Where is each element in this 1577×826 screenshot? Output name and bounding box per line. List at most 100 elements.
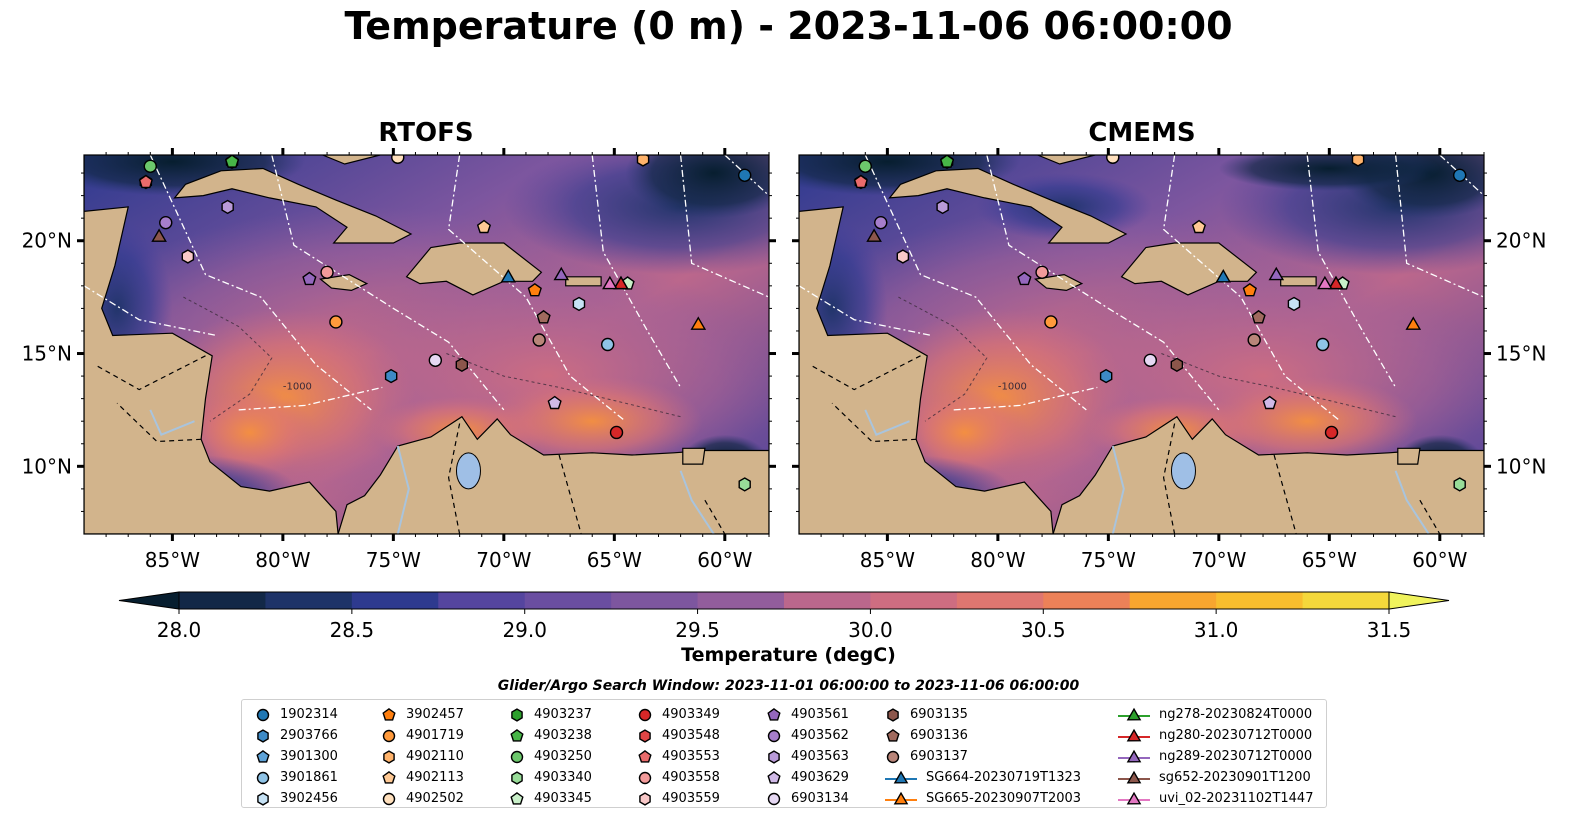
legend-item: 6903136 <box>884 725 1081 746</box>
legend-label: 4902113 <box>406 770 464 785</box>
platform-marker <box>1215 268 1232 283</box>
platform-marker <box>428 353 443 367</box>
country-border <box>1273 454 1297 534</box>
legend-symbol <box>768 749 780 764</box>
legend-title: Glider/Argo Search Window: 2023-11-01 06… <box>497 678 1080 694</box>
legend-item: 4903345 <box>508 788 592 809</box>
legend-label: 4903237 <box>534 707 592 722</box>
colorbar-tick-label: 31.5 <box>1367 618 1412 642</box>
eez-boundary <box>1162 155 1341 422</box>
legend-item: 4903340 <box>508 767 592 788</box>
lon-tick-label: 75°W <box>366 548 421 572</box>
colorbar-bin <box>1129 592 1217 609</box>
legend-marker <box>257 728 269 743</box>
legend-symbol <box>256 771 270 784</box>
legend-marker <box>511 770 523 785</box>
rtofs-map: -1000 85°W 80°W 75°W 70°W 65°W 60°W 20°N 15°N 10°… <box>22 148 776 572</box>
legend-label: ng280-20230712T0000 <box>1159 728 1313 743</box>
platform-marker <box>547 395 562 410</box>
temperature-anomaly <box>1196 376 1418 467</box>
platform-marker <box>536 309 551 324</box>
legend-symbol <box>638 771 652 784</box>
legend-item: uvi_02-20231102T1447 <box>1117 788 1313 809</box>
platform-marker <box>527 282 542 297</box>
legend-column: 4903561 4903562 4903563 4903629 6903134 <box>765 704 849 809</box>
legend-label: uvi_02-20231102T1447 <box>1159 791 1314 806</box>
legend-symbol <box>510 791 524 805</box>
river <box>864 409 910 436</box>
trinidad-land <box>1397 447 1421 465</box>
legend-marker <box>1118 728 1150 742</box>
legend-label: 6903134 <box>791 791 849 806</box>
legend-marker <box>256 749 270 763</box>
lon-tick-label: 75°W <box>1081 548 1136 572</box>
country-border <box>1162 423 1176 534</box>
legend-symbol <box>257 728 269 743</box>
platform-marker <box>858 159 872 173</box>
platform-marker <box>391 155 405 164</box>
legend-label: 4902110 <box>406 749 464 764</box>
bahamas-land <box>1037 155 1096 165</box>
country-border <box>831 402 917 443</box>
platform-marker <box>1099 368 1113 384</box>
legend-symbol <box>887 707 899 722</box>
legend-symbol <box>256 708 270 721</box>
legend-label: 4903553 <box>662 749 720 764</box>
cmems-map: -1000 85°W 80°W 75°W 70°W 65°W 60°W 20°N 15°N 10°… <box>792 148 1546 572</box>
legend-item: 4902110 <box>380 746 464 767</box>
legend-marker <box>256 771 270 784</box>
platform-marker <box>302 271 317 286</box>
legend-marker <box>767 792 781 805</box>
colorbar-tick-label: 31.0 <box>1194 618 1239 642</box>
legend-item: 4903629 <box>765 767 849 788</box>
legend-marker <box>885 770 917 784</box>
legend-item: 3902457 <box>380 704 464 725</box>
bathymetry-contour <box>1161 353 1396 418</box>
platform-marker <box>1170 357 1184 373</box>
lon-tick-label: 65°W <box>587 548 642 572</box>
platform-marker <box>1315 337 1330 352</box>
legend-column: 4903237 4903238 4903250 4903340 4903345 <box>508 704 592 809</box>
legend-label: 4903559 <box>662 791 720 806</box>
legend-label: 4902502 <box>406 791 464 806</box>
legend-item: ng278-20230824T0000 <box>1117 704 1313 725</box>
south-america-land <box>337 415 769 534</box>
legend-symbol <box>767 770 781 784</box>
legend-marker <box>1118 770 1150 784</box>
platform-marker <box>1242 282 1257 297</box>
country-border <box>704 499 726 534</box>
platform-marker <box>455 357 469 373</box>
legend-item: 4903548 <box>636 725 720 746</box>
colorbar-frame <box>178 591 1390 610</box>
bathymetry-contour <box>898 296 988 422</box>
legend-label: 6903136 <box>910 728 968 743</box>
panel-title-rtofs: RTOFS <box>378 118 474 148</box>
colorbar-tick-label: 29.0 <box>502 618 547 642</box>
lat-tick-label: 10°N <box>22 454 72 478</box>
legend-item: 4902502 <box>380 788 464 809</box>
colorbar-bin <box>265 592 353 609</box>
platform-marker <box>384 368 398 384</box>
legend-item: 6903134 <box>765 788 849 809</box>
bathymetry-contour <box>183 296 273 422</box>
legend-item: 4903558 <box>636 767 720 788</box>
temperature-anomaly <box>481 376 703 467</box>
legend-label: 1902314 <box>280 707 338 722</box>
country-border <box>1419 499 1441 534</box>
legend-item: 1902314 <box>254 704 338 725</box>
legend-symbol <box>382 792 396 805</box>
colorbar-tick-label: 30.0 <box>848 618 893 642</box>
trinidad-land <box>682 447 706 465</box>
legend-label: ng289-20230712T0000 <box>1159 749 1313 764</box>
legend-marker <box>638 708 652 721</box>
legend-symbol <box>256 749 270 763</box>
map-panels: -1000 85°W 80°W 75°W 70°W 65°W 60°W 20°N 15°N 10°… <box>22 148 1546 572</box>
colorbar: 28.0 28.5 29.0 29.5 30.0 30.5 31.0 31.5 <box>118 591 1450 642</box>
platform-marker <box>896 249 910 264</box>
colorbar-tick-label: 28.0 <box>157 618 202 642</box>
cuba-land <box>173 167 413 244</box>
colorbar-tick-label: 29.5 <box>675 618 720 642</box>
river <box>1394 470 1430 534</box>
legend-marker <box>510 728 524 742</box>
legend-marker <box>639 728 651 743</box>
